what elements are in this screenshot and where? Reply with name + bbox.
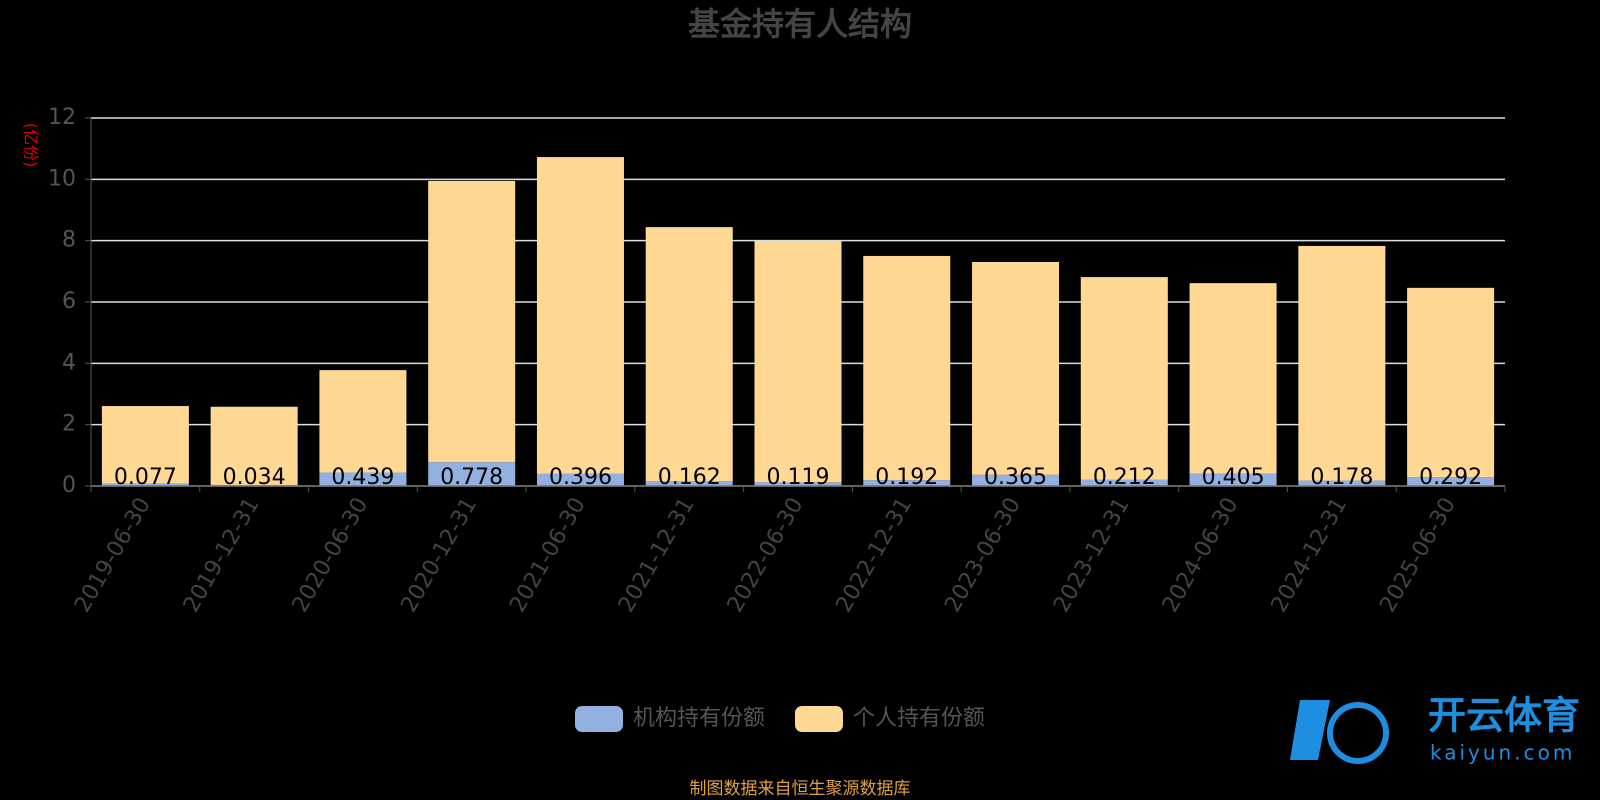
logo-k bbox=[1290, 700, 1330, 760]
bar-segment bbox=[210, 484, 298, 486]
y-tick-label: 6 bbox=[62, 289, 76, 314]
y-tick-label: 8 bbox=[62, 228, 76, 253]
y-tick-label: 10 bbox=[48, 166, 76, 191]
bar-segment bbox=[1298, 480, 1386, 486]
legend-label: 个人持有份额 bbox=[853, 706, 985, 731]
y-tick-label: 2 bbox=[62, 412, 76, 437]
bar-segment bbox=[319, 472, 407, 486]
bar-segment bbox=[536, 473, 624, 486]
bar-segment bbox=[101, 406, 189, 484]
legend-swatch[interactable] bbox=[795, 706, 843, 732]
bar-segment bbox=[1407, 477, 1495, 486]
bar-segment bbox=[428, 180, 516, 463]
bar-segment bbox=[972, 261, 1060, 475]
y-tick-label: 12 bbox=[48, 105, 76, 130]
y-tick-label: 0 bbox=[62, 473, 76, 498]
watermark-url: kaiyun.com bbox=[1430, 741, 1575, 765]
watermark-text: 开云体育 bbox=[1428, 694, 1580, 738]
bar-segment bbox=[645, 481, 733, 486]
watermark-logo: 开云体育 kaiyun.com bbox=[1290, 694, 1580, 765]
legend-swatch[interactable] bbox=[575, 706, 623, 732]
bar-segment bbox=[863, 255, 951, 481]
bar-segment bbox=[1189, 473, 1277, 486]
bar-segment bbox=[1080, 277, 1168, 480]
legend-label: 机构持有份额 bbox=[633, 706, 765, 731]
bar-segment bbox=[863, 480, 951, 486]
y-tick-label: 4 bbox=[62, 350, 76, 375]
bar-segment bbox=[319, 370, 407, 473]
bar-segment bbox=[428, 462, 516, 486]
bar-segment bbox=[645, 227, 733, 482]
bar-segment bbox=[1080, 479, 1168, 486]
bar-segment bbox=[101, 483, 189, 486]
bar-segment bbox=[536, 157, 624, 474]
bar-segment bbox=[1407, 287, 1495, 478]
logo-ring bbox=[1327, 702, 1389, 764]
bar-segment bbox=[1189, 283, 1277, 474]
y-axis-label: (亿份) bbox=[22, 123, 41, 168]
source-note: 制图数据来自恒生聚源数据库 bbox=[690, 779, 911, 799]
bar-segment bbox=[754, 482, 842, 486]
bar-segment bbox=[972, 474, 1060, 486]
bar-segment bbox=[754, 241, 842, 483]
chart-title: 基金持有人结构 bbox=[688, 5, 912, 43]
bar-segment bbox=[210, 406, 298, 485]
bar-segment bbox=[1298, 245, 1386, 481]
